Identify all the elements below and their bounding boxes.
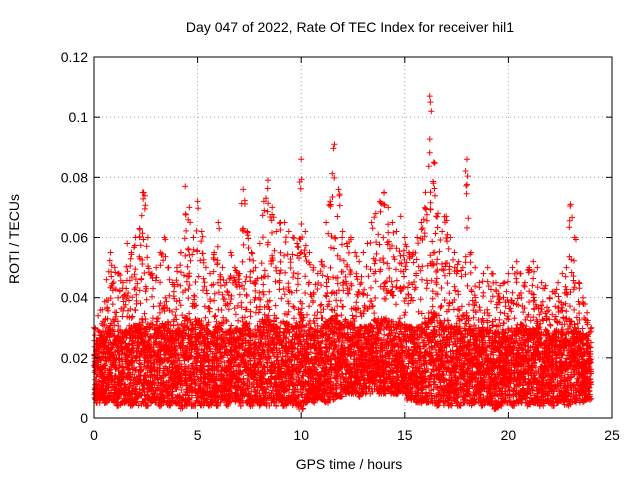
y-tick-label: 0.1: [69, 109, 89, 125]
y-tick-label: 0.08: [61, 169, 88, 185]
y-tick-label: 0.12: [61, 49, 88, 65]
chart-title: Day 047 of 2022, Rate Of TEC Index for r…: [186, 19, 514, 35]
x-axis-label: GPS time / hours: [296, 456, 403, 472]
x-tick-label: 15: [397, 427, 413, 443]
y-axis-ticks: 0 0.02 0.04 0.06 0.08 0.1 0.12: [61, 49, 612, 426]
x-tick-label: 10: [293, 427, 309, 443]
data-points: [91, 93, 595, 412]
roti-markers: [91, 93, 595, 412]
y-tick-label: 0.06: [61, 230, 88, 246]
x-axis-ticks: 0 5 10 15 20 25: [90, 57, 620, 443]
x-tick-label: 0: [90, 427, 98, 443]
y-tick-label: 0.02: [61, 350, 88, 366]
x-tick-label: 5: [194, 427, 202, 443]
y-axis-label: ROTI / TECUs: [6, 194, 22, 284]
x-tick-label: 20: [501, 427, 517, 443]
y-tick-label: 0: [80, 410, 88, 426]
y-tick-label: 0.04: [61, 290, 88, 306]
x-tick-label: 25: [604, 427, 620, 443]
